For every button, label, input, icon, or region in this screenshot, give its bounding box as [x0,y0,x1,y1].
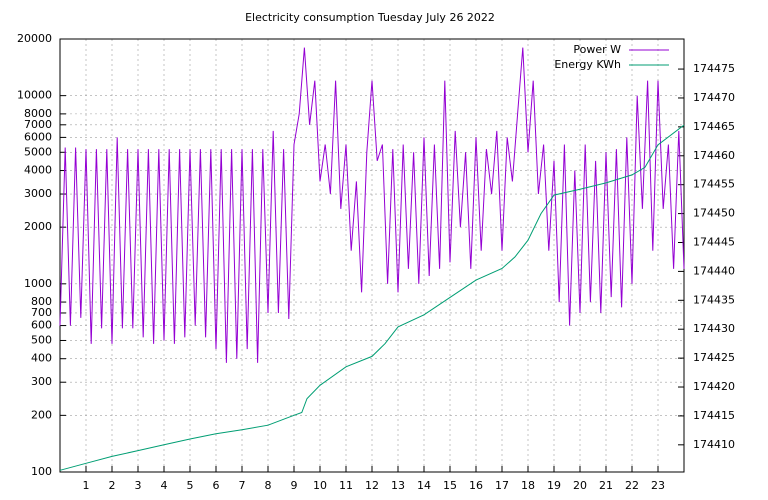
y-tick-label: 700 [31,306,52,319]
y-tick-label: 1000 [24,277,52,290]
x-tick-label: 15 [443,479,457,492]
y2-tick-label: 174420 [693,380,735,393]
y2-tick-label: 174445 [693,235,735,248]
y-tick-label: 400 [31,352,52,365]
legend-label: Energy KWh [554,58,621,71]
y-tick-label: 100 [31,465,52,478]
y2-tick-label: 174430 [693,322,735,335]
x-tick-label: 9 [291,479,298,492]
x-tick-label: 14 [417,479,431,492]
series-line [59,124,685,471]
y2-tick-label: 174410 [693,438,735,451]
x-tick-label: 18 [521,479,535,492]
x-tick-label: 1 [83,479,90,492]
y2-tick-label: 174425 [693,351,735,364]
x-tick-label: 21 [599,479,613,492]
y2-tick-label: 174455 [693,178,735,191]
y2-tick-label: 174470 [693,91,735,104]
x-tick-label: 6 [213,479,220,492]
x-tick-label: 23 [651,479,665,492]
x-tick-label: 4 [161,479,168,492]
y2-tick-label: 174440 [693,264,735,277]
y2-tick-label: 174465 [693,120,735,133]
y-tick-label: 800 [31,295,52,308]
x-tick-label: 10 [313,479,327,492]
y-tick-label: 3000 [24,187,52,200]
y2-tick-label: 174475 [693,62,735,75]
y-tick-label: 300 [31,375,52,388]
y-tick-label: 5000 [24,145,52,158]
y-tick-label: 200 [31,408,52,421]
x-tick-label: 3 [135,479,142,492]
x-tick-label: 16 [469,479,483,492]
y2-tick-label: 174435 [693,293,735,306]
chart-title: Electricity consumption Tuesday July 26 … [245,11,495,24]
y-tick-label: 10000 [17,89,52,102]
y-tick-label: 2000 [24,220,52,233]
y2-tick-label: 174460 [693,149,735,162]
x-tick-label: 8 [265,479,272,492]
x-tick-label: 13 [391,479,405,492]
x-tick-label: 20 [573,479,587,492]
y-tick-label: 500 [31,333,52,346]
y-tick-label: 8000 [24,107,52,120]
y-tick-label: 20000 [17,32,52,45]
x-tick-label: 7 [239,479,246,492]
x-tick-label: 5 [187,479,194,492]
x-tick-label: 19 [547,479,561,492]
y-tick-label: 4000 [24,164,52,177]
y2-tick-label: 174450 [693,207,735,220]
plot-frame [59,38,685,473]
y2-tick-label: 174415 [693,409,735,422]
x-tick-label: 11 [339,479,353,492]
legend-label: Power W [573,43,621,56]
y-tick-label: 6000 [24,130,52,143]
series-line [59,47,685,363]
x-tick-label: 12 [365,479,379,492]
x-tick-label: 2 [109,479,116,492]
y-tick-label: 7000 [24,118,52,131]
x-tick-label: 22 [625,479,639,492]
x-tick-label: 17 [495,479,509,492]
y-tick-label: 600 [31,319,52,332]
